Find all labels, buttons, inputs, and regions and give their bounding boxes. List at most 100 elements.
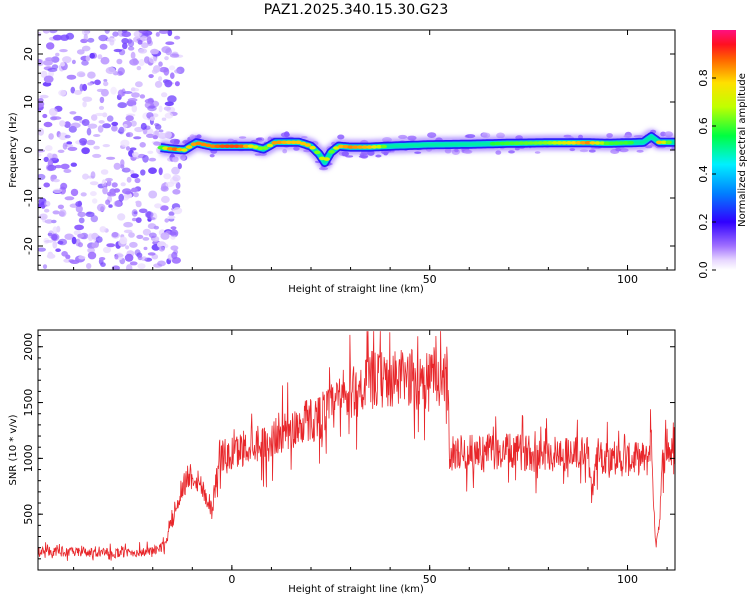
noise-blob bbox=[130, 170, 135, 175]
noise-blob bbox=[98, 120, 105, 124]
noise-blob bbox=[81, 119, 90, 126]
track-hotspot bbox=[295, 140, 302, 145]
x-tick-label: 50 bbox=[423, 273, 437, 286]
y-tick-label: 10 bbox=[22, 95, 35, 109]
noise-blob bbox=[58, 132, 68, 141]
track-hotspot bbox=[375, 144, 383, 149]
noise-blob bbox=[64, 233, 74, 240]
noise-blob bbox=[152, 135, 158, 140]
noise-blob bbox=[79, 138, 88, 145]
noise-blob bbox=[172, 207, 183, 215]
noise-blob bbox=[106, 156, 116, 160]
noise-blob bbox=[123, 91, 133, 94]
snr-plot-area bbox=[38, 330, 675, 570]
noise-blob bbox=[105, 66, 116, 75]
noise-blob bbox=[97, 54, 103, 60]
track-hotspot bbox=[266, 143, 274, 148]
noise-blob bbox=[60, 182, 68, 190]
noise-blob bbox=[123, 123, 128, 128]
track-hotspot bbox=[323, 157, 330, 161]
noise-blob bbox=[104, 30, 110, 34]
noise-blob bbox=[121, 38, 129, 44]
track-hotspot bbox=[499, 141, 506, 146]
noise-blob bbox=[113, 162, 121, 170]
noise-blob bbox=[90, 215, 99, 223]
noise-blob bbox=[38, 153, 42, 157]
noise-blob bbox=[165, 48, 173, 56]
track-hotspot bbox=[290, 140, 297, 145]
snr-series bbox=[38, 331, 675, 561]
noise-blob bbox=[165, 41, 175, 45]
noise-blob bbox=[148, 74, 154, 79]
noise-blob bbox=[119, 236, 128, 245]
track-hotspot bbox=[584, 141, 592, 145]
colorbar-tick-label: 0.2 bbox=[697, 213, 710, 231]
track-hotspot bbox=[570, 141, 577, 145]
noise-blob bbox=[129, 261, 138, 266]
track-halo bbox=[508, 150, 515, 154]
y-tick-label: 2000 bbox=[22, 333, 35, 361]
noise-blob bbox=[163, 173, 172, 180]
track-hotspot bbox=[356, 145, 364, 149]
spectrogram-frame bbox=[37, 29, 676, 271]
noise-blob bbox=[39, 94, 49, 99]
track-halo bbox=[282, 149, 288, 154]
noise-blob bbox=[57, 149, 65, 153]
noise-blob bbox=[169, 65, 176, 71]
noise-blob bbox=[86, 263, 92, 269]
noise-blob bbox=[90, 171, 96, 179]
noise-blob bbox=[125, 132, 134, 138]
noise-blob bbox=[135, 217, 142, 224]
noise-blob bbox=[75, 205, 83, 213]
track-hotspot bbox=[223, 144, 231, 148]
noise-blob bbox=[70, 122, 81, 129]
track-hotspot bbox=[603, 141, 611, 146]
noise-blob bbox=[89, 52, 95, 59]
noise-blob bbox=[100, 169, 109, 175]
noise-blob bbox=[44, 219, 54, 224]
noise-blob bbox=[103, 81, 109, 87]
noise-blob bbox=[139, 142, 146, 148]
noise-blob bbox=[175, 182, 181, 189]
noise-blob bbox=[131, 92, 140, 98]
x-tick-label: 100 bbox=[617, 573, 638, 586]
noise-blob bbox=[158, 76, 163, 82]
noise-blob bbox=[109, 39, 115, 46]
track-hotspot bbox=[238, 144, 245, 148]
track-hotspot bbox=[613, 141, 620, 145]
noise-blob bbox=[140, 256, 148, 262]
noise-blob bbox=[124, 167, 130, 172]
noise-blob bbox=[40, 70, 48, 78]
noise-blob bbox=[111, 265, 120, 270]
noise-blob bbox=[81, 147, 90, 155]
noise-blob bbox=[93, 134, 101, 137]
noise-blob bbox=[87, 37, 95, 43]
noise-blob bbox=[131, 209, 138, 217]
noise-blob bbox=[171, 251, 178, 260]
track-hotspot bbox=[656, 140, 663, 145]
noise-blob bbox=[43, 182, 50, 188]
track-hotspot bbox=[532, 141, 539, 145]
noise-blob bbox=[153, 65, 161, 73]
noise-blob bbox=[52, 34, 63, 41]
noise-blob bbox=[111, 121, 119, 127]
noise-blob bbox=[99, 257, 106, 261]
noise-blob bbox=[81, 30, 90, 36]
noise-blob bbox=[99, 96, 105, 104]
noise-blob bbox=[38, 98, 44, 103]
noise-blob bbox=[118, 193, 124, 202]
noise-blob bbox=[125, 245, 130, 250]
noise-blob bbox=[131, 187, 138, 193]
noise-blob bbox=[130, 120, 137, 127]
noise-blob bbox=[116, 58, 123, 65]
noise-blob bbox=[137, 39, 143, 45]
track-hotspot bbox=[347, 145, 354, 149]
colorbar-tick-label: 0.8 bbox=[697, 69, 710, 87]
noise-blob bbox=[70, 188, 79, 197]
noise-blob bbox=[126, 176, 132, 183]
track-hotspot bbox=[257, 146, 264, 151]
track-hotspot bbox=[627, 140, 634, 145]
track-hotspot bbox=[276, 140, 283, 145]
noise-blob bbox=[58, 211, 65, 217]
